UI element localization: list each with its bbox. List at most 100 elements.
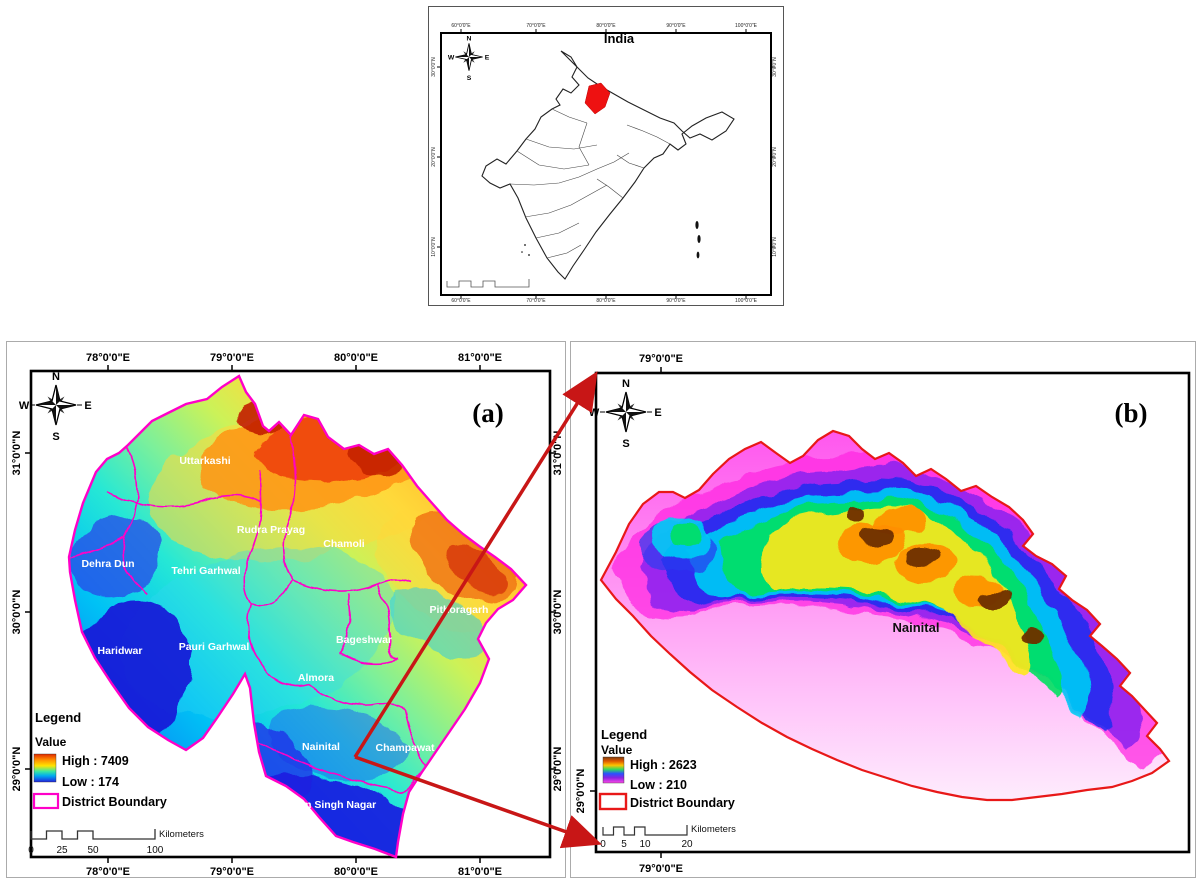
scalebar-a: 0 25 50 100 Kilometers — [28, 829, 204, 856]
panel-label-a: (a) — [472, 398, 503, 428]
inset-lon-tick: 90°0'0"E — [666, 23, 686, 29]
inset-lon-tick: 90°0'0"E — [666, 298, 686, 303]
compass-e-label: E — [84, 400, 91, 412]
legend-high-label: High : 2623 — [630, 758, 697, 772]
india-state-boundaries — [509, 108, 671, 259]
compass-rose-a: N S W E — [19, 371, 92, 443]
compass-n-label: N — [467, 35, 472, 42]
inset-lat-tick: 10°0'0"N — [772, 237, 778, 257]
district-label: Almora — [298, 672, 334, 684]
inset-lon-tick: 60°0'0"E — [451, 23, 471, 29]
compass-n-label: N — [622, 378, 630, 390]
scalebar-number: 10 — [639, 839, 651, 850]
island-dots — [521, 221, 701, 259]
inset-lat-tick: 20°0'0"N — [431, 147, 437, 167]
legend-title: Legend — [35, 710, 81, 725]
inset-lat-tick: 30°0'0"N — [431, 57, 437, 77]
india-outline — [481, 50, 735, 280]
scalebar-unit: Kilometers — [159, 829, 204, 840]
district-label: Uttarkashi — [179, 455, 230, 467]
lon-tick-label: 79°0'0"E — [210, 352, 254, 364]
scalebar-number: 25 — [56, 845, 68, 856]
compass-s-label: S — [622, 438, 629, 450]
legend-title: Legend — [601, 727, 647, 742]
district-label: Bageshwar — [336, 634, 392, 646]
place-label-nainital: Nainital — [893, 620, 940, 635]
legend-low-label: Low : 210 — [630, 778, 687, 792]
scalebar-unit: Kilometers — [691, 824, 736, 835]
district-boundary-swatch — [32, 792, 60, 810]
scalebar-number: 0 — [600, 839, 606, 850]
lat-tick-label: 29°0'0"N — [575, 769, 587, 814]
compass-n-label: N — [52, 371, 60, 383]
inset-lat-tick: 20°0'0"N — [772, 147, 778, 167]
inset-compass-rose: N S W E — [448, 35, 490, 82]
district-label: Tehri Garhwal — [171, 565, 240, 577]
district-label: Udham Singh Nagar — [276, 799, 376, 811]
inset-lat-tick: 30°0'0"N — [772, 57, 778, 77]
district-label: Dehra Dun — [81, 558, 134, 570]
compass-e-label: E — [485, 54, 490, 61]
legend-b: Legend Value High : 2623 Low : 210 Distr… — [598, 727, 735, 811]
inset-lon-tick: 80°0'0"E — [596, 23, 616, 29]
uttarakhand-highlight — [584, 82, 611, 115]
inset-lat-tick: 10°0'0"N — [431, 237, 437, 257]
inset-lon-tick: 100°0'0"E — [735, 23, 758, 29]
elevation-ramp-swatch — [602, 756, 625, 784]
compass-s-label: S — [467, 75, 472, 82]
legend-boundary-label: District Boundary — [62, 795, 167, 809]
scalebar-number: 50 — [87, 845, 99, 856]
lon-tick-label: 79°0'0"E — [639, 863, 683, 875]
scalebar-b: 0 5 10 20 Kilometers — [600, 824, 736, 850]
inset-lon-tick: 80°0'0"E — [596, 298, 616, 303]
compass-w-label: W — [448, 54, 455, 61]
lon-tick-label: 78°0'0"E — [86, 866, 130, 877]
panel-label-b: (b) — [1115, 398, 1148, 428]
uttarakhand-map-panel: Uttarkashi Rudra Prayag Chamoli Dehra Du… — [6, 341, 566, 878]
inset-lon-tick: 100°0'0"E — [735, 298, 758, 303]
scalebar-number: 100 — [147, 845, 164, 856]
elevation-ramp-swatch — [33, 753, 57, 783]
legend-low-label: Low : 174 — [62, 775, 119, 789]
district-boundary-b — [599, 429, 1171, 802]
inset-tick-labels: 60°0'0"E 70°0'0"E 80°0'0"E 90°0'0"E 100°… — [431, 23, 778, 303]
scalebar-graphic — [30, 829, 156, 840]
lat-tick-label: 30°0'0"N — [11, 590, 23, 635]
legend-group-label: Value — [601, 743, 633, 757]
lat-tick-label: 31°0'0"N — [552, 431, 564, 476]
lat-tick-label: 29°0'0"N — [11, 747, 23, 792]
compass-e-label: E — [654, 407, 661, 419]
india-inset-panel: 60°0'0"E 70°0'0"E 80°0'0"E 90°0'0"E 100°… — [428, 6, 784, 306]
lat-tick-label: 30°0'0"N — [552, 590, 564, 635]
district-label: Rudra Prayag — [237, 524, 305, 536]
compass-s-label: S — [52, 431, 59, 443]
lat-tick-label: 31°0'0"N — [11, 431, 23, 476]
compass-w-label: W — [589, 407, 600, 419]
district-label: Champawat — [376, 742, 435, 754]
lon-tick-label: 80°0'0"E — [334, 352, 378, 364]
elevation-shading-b — [611, 449, 1166, 770]
district-label: Pauri Garhwal — [179, 641, 250, 653]
inset-lon-tick: 70°0'0"E — [526, 23, 546, 29]
scalebar-number: 5 — [621, 839, 627, 850]
compass-w-label: W — [19, 400, 30, 412]
inset-lon-tick: 70°0'0"E — [526, 298, 546, 303]
scalebar-number: 20 — [681, 839, 693, 850]
legend-high-label: High : 7409 — [62, 754, 129, 768]
nainital-map-panel: Nainital N S W E (b) 79°0'0"E 79°0'0"E — [570, 341, 1196, 878]
india-inset-map: 60°0'0"E 70°0'0"E 80°0'0"E 90°0'0"E 100°… — [431, 23, 778, 303]
inset-lon-tick: 60°0'0"E — [451, 298, 471, 303]
lon-tick-label: 80°0'0"E — [334, 866, 378, 877]
district-labels-a: Uttarkashi Rudra Prayag Chamoli Dehra Du… — [81, 455, 488, 811]
legend-boundary-label: District Boundary — [630, 796, 735, 810]
district-label: Nainital — [302, 741, 340, 753]
legend-group-label: Value — [35, 735, 67, 749]
uttarakhand-elevation-map: Uttarkashi Rudra Prayag Chamoli Dehra Du… — [11, 352, 564, 877]
lon-tick-label: 79°0'0"E — [210, 866, 254, 877]
district-label: Pithoragarh — [430, 604, 489, 616]
district-boundary-swatch — [598, 792, 628, 811]
inset-tick-marks — [437, 29, 775, 299]
lon-tick-label: 79°0'0"E — [639, 353, 683, 365]
inset-title: India — [604, 31, 635, 46]
